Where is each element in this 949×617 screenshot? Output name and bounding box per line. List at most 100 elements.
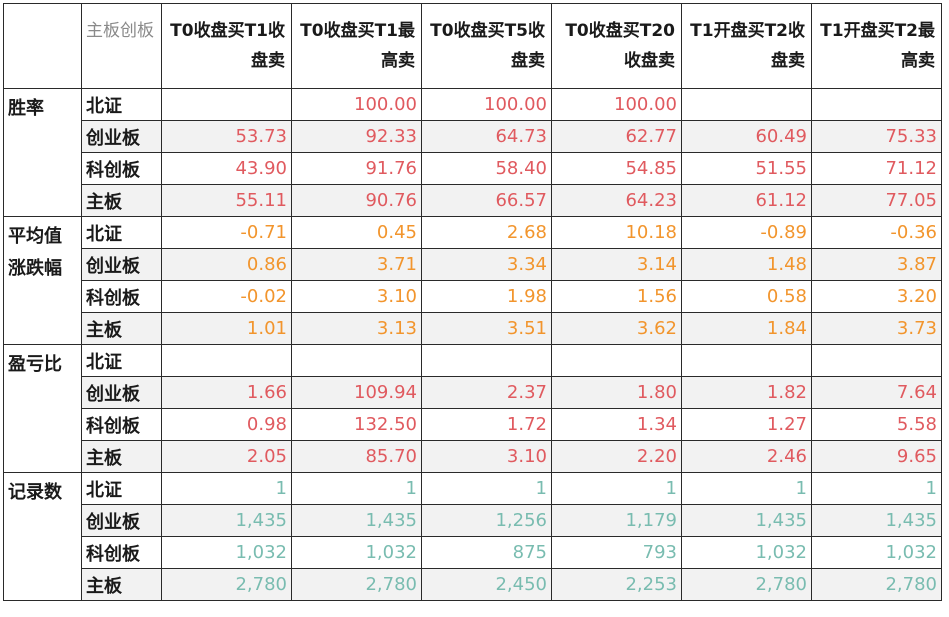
value-cell: 85.70 bbox=[291, 440, 422, 473]
column-header: T1开盘买T2收盘卖 bbox=[681, 3, 812, 89]
table-row: 记录数 北证 1 1 1 1 1 1 bbox=[3, 472, 942, 601]
value-cell: 60.49 bbox=[681, 120, 812, 153]
value-cell: 1.34 bbox=[551, 408, 682, 441]
value-cell: 91.76 bbox=[291, 152, 422, 185]
value-cell: 1,435 bbox=[291, 504, 422, 537]
metric-label: 记录数 bbox=[3, 472, 82, 601]
value-cell: 3.51 bbox=[421, 312, 552, 345]
table-row: 胜率 北证 100.00 100.00 100.00 bbox=[3, 88, 942, 217]
value-cell: 1 bbox=[811, 472, 942, 505]
value-cell: 793 bbox=[551, 536, 682, 569]
value-cell: 2,780 bbox=[291, 568, 422, 601]
value-cell: 64.23 bbox=[551, 184, 682, 217]
value-cell: 1.48 bbox=[681, 248, 812, 281]
table-row: 主板 1.01 3.13 3.51 3.62 1.84 3.73 bbox=[4, 312, 942, 345]
table-row: 主板 2.05 85.70 3.10 2.20 2.46 9.65 bbox=[4, 440, 942, 473]
value-cell: 90.76 bbox=[291, 184, 422, 217]
header-row: 主板创板 T0收盘买T1收盘卖 T0收盘买T1最高卖 T0收盘买T5收盘卖 T0… bbox=[3, 3, 942, 89]
value-cell: 1,256 bbox=[421, 504, 552, 537]
table-body: 胜率 北证 100.00 100.00 100.00 创业板 53.73 92.33 64.73… bbox=[3, 88, 942, 601]
value-cell: 66.57 bbox=[421, 184, 552, 217]
value-cell: 92.33 bbox=[291, 120, 422, 153]
board-label: 北证 bbox=[81, 216, 162, 249]
value-cell: 3.34 bbox=[421, 248, 552, 281]
value-cell: 0.58 bbox=[681, 280, 812, 313]
column-header: T0收盘买T20收盘卖 bbox=[551, 3, 682, 89]
metric-label: 胜率 bbox=[3, 88, 82, 217]
value-cell: 100.00 bbox=[421, 88, 552, 121]
value-cell: 53.73 bbox=[161, 120, 292, 153]
value-cell bbox=[681, 344, 812, 377]
value-cell: 132.50 bbox=[291, 408, 422, 441]
board-label: 北证 bbox=[81, 344, 162, 377]
value-cell: 9.65 bbox=[811, 440, 942, 473]
value-cell: -0.02 bbox=[161, 280, 292, 313]
value-cell: 71.12 bbox=[811, 152, 942, 185]
value-cell: 75.33 bbox=[811, 120, 942, 153]
metric-label: 平均值涨跌幅 bbox=[3, 216, 82, 345]
stats-table: 主板创板 T0收盘买T1收盘卖 T0收盘买T1最高卖 T0收盘买T5收盘卖 T0… bbox=[3, 3, 942, 601]
value-cell: 1 bbox=[291, 472, 422, 505]
value-cell: 64.73 bbox=[421, 120, 552, 153]
table-row: 主板 2,780 2,780 2,450 2,253 2,780 2,780 bbox=[4, 568, 942, 601]
value-cell: 1.56 bbox=[551, 280, 682, 313]
corner-label: 主板创板 bbox=[81, 3, 162, 89]
value-cell: 100.00 bbox=[551, 88, 682, 121]
value-cell: 1,435 bbox=[811, 504, 942, 537]
value-cell: 1 bbox=[161, 472, 292, 505]
value-cell: 77.05 bbox=[811, 184, 942, 217]
value-cell: 1.01 bbox=[161, 312, 292, 345]
table-row: 创业板 1,435 1,435 1,256 1,179 1,435 1,435 bbox=[4, 504, 942, 537]
value-cell: 2,450 bbox=[421, 568, 552, 601]
value-cell: 2.20 bbox=[551, 440, 682, 473]
column-header: T0收盘买T5收盘卖 bbox=[421, 3, 552, 89]
value-cell: 3.87 bbox=[811, 248, 942, 281]
board-label: 科创板 bbox=[81, 408, 162, 441]
value-cell: 1.72 bbox=[421, 408, 552, 441]
value-cell: 1,032 bbox=[681, 536, 812, 569]
value-cell: 5.58 bbox=[811, 408, 942, 441]
value-cell: 51.55 bbox=[681, 152, 812, 185]
value-cell: 1 bbox=[421, 472, 552, 505]
table-row: 主板 55.11 90.76 66.57 64.23 61.12 77.05 bbox=[4, 184, 942, 217]
value-cell: 3.73 bbox=[811, 312, 942, 345]
value-cell: 2,780 bbox=[161, 568, 292, 601]
value-cell: 54.85 bbox=[551, 152, 682, 185]
value-cell: 61.12 bbox=[681, 184, 812, 217]
value-cell: 0.98 bbox=[161, 408, 292, 441]
value-cell: 43.90 bbox=[161, 152, 292, 185]
board-label: 主板 bbox=[81, 440, 162, 473]
value-cell: 875 bbox=[421, 536, 552, 569]
value-cell: -0.71 bbox=[161, 216, 292, 249]
value-cell: 0.86 bbox=[161, 248, 292, 281]
board-label: 创业板 bbox=[81, 120, 162, 153]
table-row: 创业板 1.66 109.94 2.37 1.80 1.82 7.64 bbox=[4, 376, 942, 409]
blank-corner bbox=[3, 3, 82, 89]
board-label: 主板 bbox=[81, 568, 162, 601]
value-cell: 1,032 bbox=[291, 536, 422, 569]
value-cell: 0.45 bbox=[291, 216, 422, 249]
column-header: T1开盘买T2最高卖 bbox=[811, 3, 942, 89]
value-cell: 62.77 bbox=[551, 120, 682, 153]
value-cell: 1.27 bbox=[681, 408, 812, 441]
value-cell: 1,032 bbox=[811, 536, 942, 569]
value-cell: 100.00 bbox=[291, 88, 422, 121]
value-cell: -0.89 bbox=[681, 216, 812, 249]
value-cell: 109.94 bbox=[291, 376, 422, 409]
board-label: 创业板 bbox=[81, 504, 162, 537]
value-cell: 10.18 bbox=[551, 216, 682, 249]
column-header: T0收盘买T1收盘卖 bbox=[161, 3, 292, 89]
value-cell: 1,032 bbox=[161, 536, 292, 569]
value-cell: 1.98 bbox=[421, 280, 552, 313]
board-label: 北证 bbox=[81, 88, 162, 121]
value-cell: 3.20 bbox=[811, 280, 942, 313]
board-label: 主板 bbox=[81, 312, 162, 345]
value-cell: 2.68 bbox=[421, 216, 552, 249]
value-cell: 2.46 bbox=[681, 440, 812, 473]
value-cell bbox=[421, 344, 552, 377]
table-row: 科创板 1,032 1,032 875 793 1,032 1,032 bbox=[4, 536, 942, 569]
value-cell: 2,780 bbox=[811, 568, 942, 601]
value-cell: 1.84 bbox=[681, 312, 812, 345]
value-cell: 1,179 bbox=[551, 504, 682, 537]
value-cell: 1.82 bbox=[681, 376, 812, 409]
